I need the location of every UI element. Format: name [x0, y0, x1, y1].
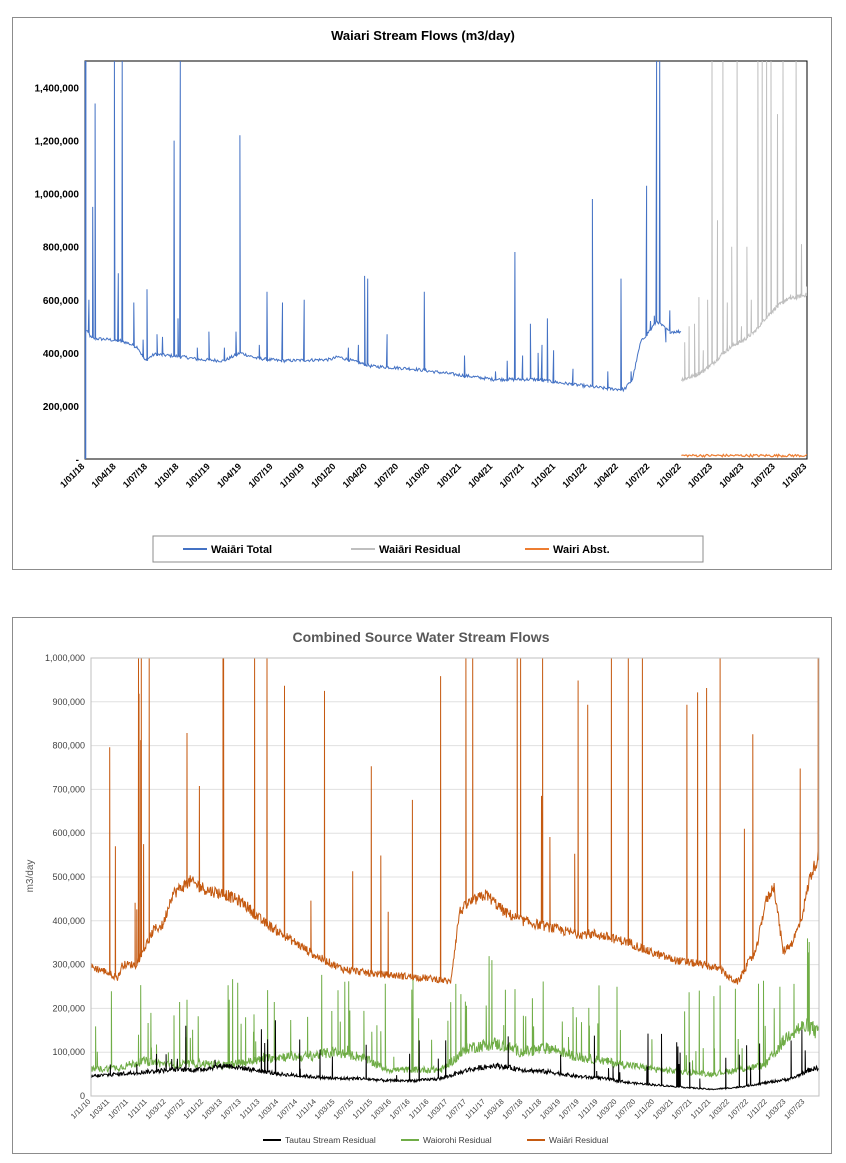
chart1-x-tick-label: 1/04/23: [717, 461, 745, 489]
chart1-legend-label: Waiāri Total: [211, 544, 272, 556]
chart2-x-tick-label: 1/07/22: [726, 1097, 750, 1121]
chart2-x-tick-label: 1/07/14: [275, 1097, 299, 1121]
chart1-x-tick-label: 1/07/19: [246, 461, 274, 489]
chart2-y-tick-label: 700,000: [52, 784, 85, 794]
chart-panel-combined: Combined Source Water Stream Flows m3/da…: [12, 617, 832, 1154]
chart1-y-tick-label: 1,400,000: [35, 84, 80, 95]
chart2-legend-label: Waiorohi Residual: [423, 1135, 492, 1145]
chart2-x-tick-label: 1/07/13: [219, 1097, 243, 1121]
chart1-x-tick-label: 1/04/22: [592, 461, 620, 489]
waiari-chart-svg: Waiari Stream Flows (m3/day) - 200,000 400…: [35, 28, 808, 563]
series-waiari-residual: [91, 658, 819, 985]
chart1-legend-label: Wairi Abst.: [553, 544, 610, 556]
chart2-y-tick-label: 900,000: [52, 697, 85, 707]
chart1-x-tick-label: 1/01/18: [58, 461, 86, 489]
series-tautau-stream-residual: [91, 1020, 819, 1091]
series-waiari-residual: [680, 61, 807, 383]
chart1-y-tick-label: 400,000: [43, 349, 80, 360]
chart2-y-tick-label: 100,000: [52, 1047, 85, 1057]
chart1-y-tick-label: 1,200,000: [35, 137, 80, 148]
chart2-y-tick-label: 300,000: [52, 960, 85, 970]
chart2-x-tick-label: 1/07/16: [388, 1097, 412, 1121]
chart1-x-tick-label: 1/07/20: [372, 461, 400, 489]
chart1-x-tick-label: 1/10/18: [152, 461, 180, 489]
chart1-x-tick-label: 1/07/18: [121, 461, 149, 489]
chart1-x-tick-label: 1/01/21: [435, 461, 463, 489]
chart1-x-tick-label: 1/10/23: [780, 461, 808, 489]
chart2-y-tick-label: 800,000: [52, 741, 85, 751]
chart2-y-tick-label: 400,000: [52, 916, 85, 926]
chart1-x-tick-label: 1/10/20: [403, 461, 431, 489]
chart2-x-tick-label: 1/07/21: [670, 1097, 694, 1121]
chart2-x-tick-label: 1/07/20: [613, 1097, 637, 1121]
chart2-x-tick-label: 1/07/23: [782, 1097, 806, 1121]
chart1-x-tick-label: 1/01/22: [560, 461, 588, 489]
series-wairi-abst: [681, 453, 807, 459]
chart2-y-tick-label: 1,000,000: [45, 653, 85, 663]
chart1-x-tick-label: 1/10/22: [655, 461, 683, 489]
chart2-title: Combined Source Water Stream Flows: [293, 629, 550, 645]
chart2-legend-label: Waiāri Residual: [549, 1135, 608, 1145]
chart1-y-tick-label: 1,000,000: [35, 190, 80, 201]
chart1-y-tick-label: 600,000: [43, 296, 80, 307]
chart2-ylabel: m3/day: [25, 860, 36, 893]
chart2-legend-label: Tautau Stream Residual: [285, 1135, 376, 1145]
chart2-plot-area: [90, 657, 820, 1097]
chart1-x-tick-label: 1/01/23: [686, 461, 714, 489]
chart2-x-tick-label: 1/07/12: [162, 1097, 186, 1121]
chart2-x-tick-label: 1/07/18: [500, 1097, 524, 1121]
chart2-x-tick-label: 1/07/15: [331, 1097, 355, 1121]
chart1-y-tick-label: 800,000: [43, 243, 80, 254]
chart1-x-tick-label: 1/01/20: [309, 461, 337, 489]
series-waiari-total: [85, 61, 682, 393]
chart1-x-tick-label: 1/10/21: [529, 461, 557, 489]
series-waiorohi-residual: [91, 938, 819, 1078]
chart2-x-tick-label: 1/07/17: [444, 1097, 468, 1121]
chart2-x-tick-label: 1/07/11: [106, 1097, 130, 1121]
chart2-y-tick-label: 200,000: [52, 1003, 85, 1013]
chart1-x-tick-label: 1/04/20: [341, 461, 369, 489]
chart1-legend-label: Waiāri Residual: [379, 544, 461, 556]
chart1-x-tick-label: 1/07/21: [498, 461, 526, 489]
chart1-x-tick-label: 1/07/23: [749, 461, 777, 489]
chart1-x-tick-label: 1/10/19: [278, 461, 306, 489]
chart2-x-tick-label: 1/07/19: [557, 1097, 581, 1121]
chart2-y-tick-label: 500,000: [52, 872, 85, 882]
chart-panel-waiari: Waiari Stream Flows (m3/day) - 200,000 400…: [12, 17, 832, 570]
chart1-x-tick-label: 1/07/22: [623, 461, 651, 489]
chart1-plot-area: [84, 60, 808, 460]
chart1-x-tick-label: 1/01/19: [184, 461, 212, 489]
combined-chart-svg: Combined Source Water Stream Flows m3/da…: [25, 629, 820, 1145]
chart2-y-tick-label: 0: [80, 1091, 85, 1101]
chart1-x-tick-label: 1/04/19: [215, 461, 243, 489]
chart1-y-tick-label: 200,000: [43, 402, 80, 413]
chart1-legend: [152, 535, 704, 563]
chart1-title: Waiari Stream Flows (m3/day): [331, 28, 515, 43]
chart2-y-tick-label: 600,000: [52, 828, 85, 838]
chart1-y-tick-label: -: [76, 455, 79, 466]
chart2-x-tick-label: 1/03/11: [88, 1097, 112, 1121]
chart1-x-tick-label: 1/04/18: [89, 461, 117, 489]
chart1-x-tick-label: 1/04/21: [466, 461, 494, 489]
